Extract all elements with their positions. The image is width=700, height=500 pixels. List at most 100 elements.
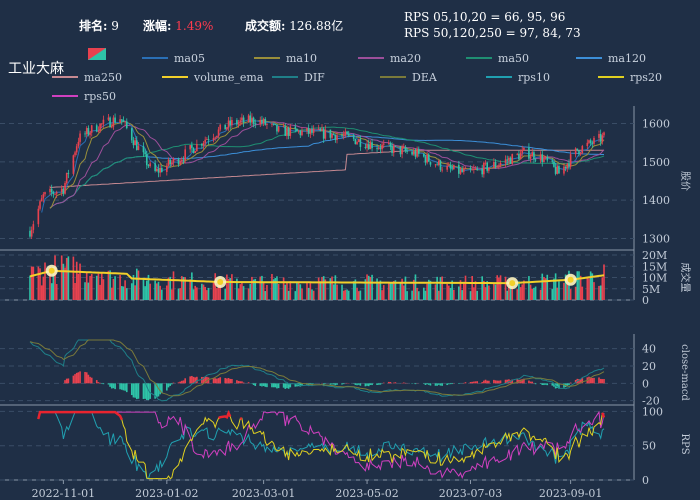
candle-body: [336, 135, 338, 140]
candle-body: [72, 155, 75, 174]
volume-bar: [352, 281, 355, 300]
macd-bar: [149, 383, 151, 399]
macd-bar: [441, 383, 443, 386]
volume-bar: [382, 285, 385, 300]
volume-bar: [493, 282, 495, 300]
candle-body: [543, 158, 545, 162]
y-tick-label: 1600: [642, 118, 670, 131]
candle-body: [307, 127, 310, 134]
macd-bar: [125, 383, 128, 393]
candle-body: [439, 160, 442, 170]
volume-bar: [147, 274, 150, 300]
volume-bar: [237, 288, 240, 300]
candle-body: [261, 119, 263, 123]
legend-item-DIF[interactable]: DIF: [272, 71, 325, 84]
legend-label: volume_ema: [194, 71, 264, 84]
y-tick-label: 100: [642, 405, 663, 418]
macd-bar: [483, 380, 485, 384]
volume-bar: [65, 257, 68, 300]
candle-body: [149, 163, 151, 167]
candle-body: [574, 148, 577, 155]
legend-item-ma05[interactable]: ma05: [142, 52, 205, 65]
macd-bar: [446, 383, 448, 386]
legend-item-ma10[interactable]: ma10: [254, 52, 317, 65]
macd-bar: [77, 372, 80, 384]
candle-body: [437, 160, 440, 165]
candle-body: [37, 208, 40, 225]
candle-body: [556, 166, 559, 174]
macd-bar: [261, 383, 263, 387]
legend-item-volume-ema[interactable]: volume_ema: [162, 71, 263, 84]
volume-bar: [473, 287, 475, 300]
candle-body: [464, 167, 467, 170]
volume-bar: [496, 275, 499, 300]
candle-body: [161, 167, 163, 172]
volume-bar: [29, 275, 31, 300]
y-tick-label: -20: [642, 395, 660, 408]
macd-bar: [496, 380, 499, 384]
volume-bar: [599, 285, 602, 300]
candle-body: [171, 162, 173, 165]
macd-bar: [217, 378, 220, 384]
macd-bar: [528, 380, 530, 384]
macd-bar: [266, 383, 268, 388]
volume-bar: [100, 273, 103, 300]
candle-body: [506, 159, 509, 161]
candle-body: [226, 127, 228, 130]
legend-item-DEA[interactable]: DEA: [380, 71, 437, 84]
candle-body: [97, 130, 100, 132]
candle-body: [207, 139, 210, 141]
candle-body: [481, 168, 484, 175]
volume-bar: [317, 277, 320, 300]
macd-bar: [102, 383, 105, 385]
volume-bar: [601, 277, 604, 300]
candle-body: [429, 161, 432, 165]
legend-item-ma50[interactable]: ma50: [466, 52, 529, 65]
legend-item-ma20[interactable]: ma20: [358, 52, 421, 65]
volume-bar: [414, 274, 417, 300]
candle-body: [229, 120, 232, 126]
candle-body: [312, 128, 315, 133]
macd-bar: [464, 382, 467, 384]
macd-bar: [599, 378, 602, 384]
legend-label: ma250: [84, 71, 122, 84]
macd-bar: [262, 383, 265, 387]
volume-bar: [574, 286, 577, 300]
macd-bar: [566, 383, 569, 386]
candle-body: [553, 161, 555, 167]
legend-swatch: [466, 57, 492, 59]
legend-item-ma120[interactable]: ma120: [576, 52, 646, 65]
volume-bar: [429, 280, 432, 300]
candles: [29, 111, 605, 240]
legend-item-ma250[interactable]: ma250: [52, 71, 122, 84]
volume-bar: [458, 286, 460, 300]
candle-body: [382, 143, 385, 145]
volume-bar: [166, 285, 168, 300]
macd-bar: [449, 383, 452, 385]
volume-bar: [159, 285, 161, 300]
macd-bar: [72, 375, 75, 384]
candle-body: [581, 146, 584, 154]
legend-item-rps20[interactable]: rps20: [598, 71, 662, 84]
volume-bar: [344, 289, 347, 300]
candle-body: [201, 144, 203, 146]
volume-bar: [579, 275, 582, 300]
legend-toggle-icon[interactable]: [88, 48, 108, 62]
macd-bar: [389, 382, 392, 384]
volume-bar: [324, 279, 327, 300]
volume-bar: [484, 287, 487, 300]
macd-bar: [184, 378, 186, 384]
y-tick-label: 40: [642, 343, 656, 356]
volume-bar: [389, 282, 392, 300]
volume-bar: [437, 290, 440, 300]
candle-body: [366, 144, 368, 148]
volume-bar: [381, 290, 383, 300]
macd-bar: [426, 383, 428, 385]
y-tick-label: 1400: [642, 194, 670, 207]
legend-item-rps50[interactable]: rps50: [52, 90, 116, 103]
candle-body: [319, 128, 322, 131]
volume-bar: [266, 284, 268, 300]
volume-bar: [598, 285, 600, 300]
legend-item-rps10[interactable]: rps10: [486, 71, 550, 84]
macd-bar: [276, 383, 278, 389]
